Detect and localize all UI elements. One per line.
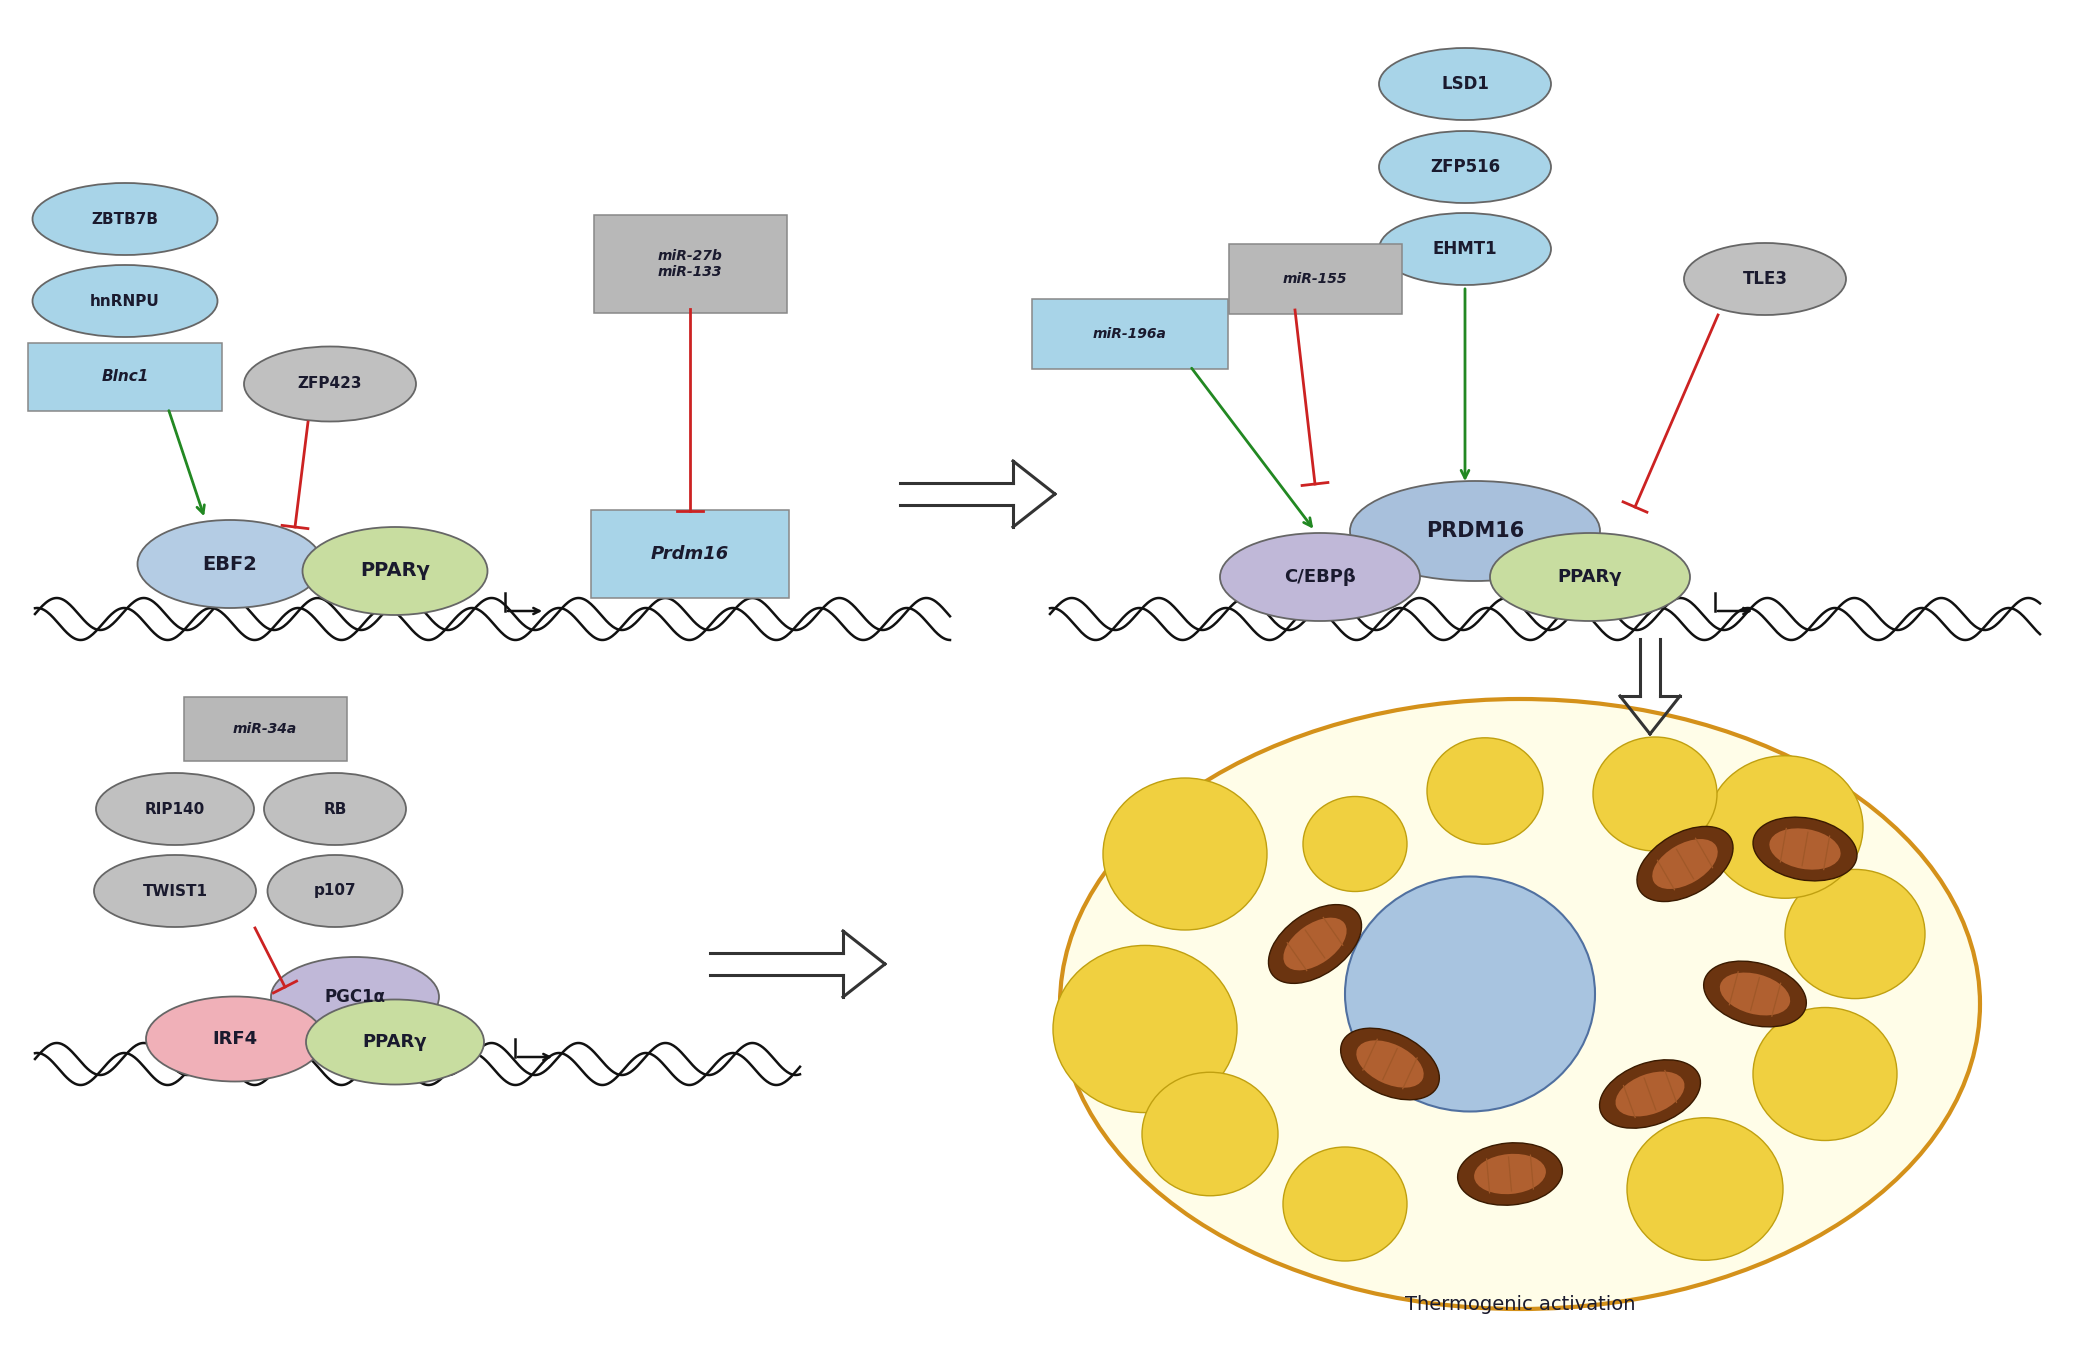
Ellipse shape [1141, 1072, 1279, 1195]
Ellipse shape [302, 527, 488, 615]
Ellipse shape [244, 347, 415, 421]
Ellipse shape [146, 997, 323, 1082]
Ellipse shape [33, 183, 217, 255]
Text: TLE3: TLE3 [1742, 270, 1788, 287]
Ellipse shape [138, 519, 323, 608]
Ellipse shape [1356, 1040, 1425, 1087]
Ellipse shape [1475, 1153, 1546, 1194]
Text: ZBTB7B: ZBTB7B [92, 212, 159, 227]
Ellipse shape [1379, 131, 1552, 202]
Text: miR-196a: miR-196a [1093, 326, 1166, 341]
Text: PPARγ: PPARγ [363, 1033, 428, 1051]
Ellipse shape [1341, 1028, 1439, 1099]
Ellipse shape [1683, 243, 1846, 316]
Text: Blnc1: Blnc1 [102, 370, 148, 384]
Ellipse shape [1652, 839, 1717, 889]
Ellipse shape [1060, 699, 1980, 1309]
Ellipse shape [1220, 533, 1421, 621]
Ellipse shape [1600, 1060, 1700, 1128]
Ellipse shape [1103, 778, 1266, 929]
Ellipse shape [1379, 213, 1552, 285]
Ellipse shape [1752, 817, 1857, 881]
Ellipse shape [1268, 905, 1362, 983]
Ellipse shape [307, 1000, 484, 1085]
FancyBboxPatch shape [184, 697, 346, 761]
Text: RIP140: RIP140 [144, 801, 204, 816]
Ellipse shape [271, 956, 438, 1037]
Ellipse shape [96, 773, 254, 844]
Ellipse shape [1283, 1147, 1406, 1261]
Ellipse shape [1769, 828, 1840, 870]
Text: ZFP516: ZFP516 [1429, 158, 1500, 175]
Ellipse shape [267, 855, 403, 927]
Ellipse shape [94, 855, 257, 927]
Ellipse shape [1615, 1071, 1685, 1117]
Ellipse shape [1350, 482, 1600, 581]
Text: PGC1α: PGC1α [325, 987, 386, 1006]
Text: PPARγ: PPARγ [1558, 568, 1623, 585]
Text: RB: RB [323, 801, 346, 816]
FancyBboxPatch shape [29, 343, 221, 411]
Text: miR-27b
miR-133: miR-27b miR-133 [657, 250, 722, 279]
FancyBboxPatch shape [595, 214, 786, 313]
Text: EBF2: EBF2 [202, 554, 257, 573]
Ellipse shape [1345, 877, 1596, 1112]
Text: PPARγ: PPARγ [361, 561, 430, 580]
Ellipse shape [1719, 973, 1790, 1016]
Ellipse shape [1706, 755, 1863, 898]
Text: miR-155: miR-155 [1283, 272, 1348, 286]
Ellipse shape [1458, 1143, 1562, 1205]
Ellipse shape [1786, 869, 1925, 998]
Ellipse shape [265, 773, 407, 844]
Ellipse shape [33, 264, 217, 337]
Text: miR-34a: miR-34a [234, 722, 296, 737]
Ellipse shape [1489, 533, 1690, 621]
Text: EHMT1: EHMT1 [1433, 240, 1498, 258]
Ellipse shape [1304, 796, 1406, 892]
Text: hnRNPU: hnRNPU [90, 294, 161, 309]
FancyBboxPatch shape [590, 510, 789, 598]
Ellipse shape [1638, 827, 1733, 901]
Ellipse shape [1752, 1008, 1896, 1140]
FancyBboxPatch shape [1033, 299, 1229, 370]
Ellipse shape [1427, 738, 1544, 844]
Text: C/EBPβ: C/EBPβ [1285, 568, 1356, 585]
Ellipse shape [1379, 49, 1552, 120]
Text: TWIST1: TWIST1 [142, 884, 207, 898]
Ellipse shape [1053, 946, 1237, 1113]
Text: IRF4: IRF4 [213, 1031, 257, 1048]
Ellipse shape [1627, 1118, 1784, 1260]
Text: Prdm16: Prdm16 [651, 545, 730, 563]
Text: Thermogenic activation: Thermogenic activation [1404, 1295, 1635, 1314]
Text: p107: p107 [313, 884, 357, 898]
Ellipse shape [1283, 917, 1348, 970]
FancyBboxPatch shape [1229, 244, 1402, 314]
Text: ZFP423: ZFP423 [298, 376, 363, 391]
Text: PRDM16: PRDM16 [1427, 521, 1525, 541]
Text: LSD1: LSD1 [1441, 76, 1489, 93]
Ellipse shape [1594, 737, 1717, 851]
Ellipse shape [1704, 960, 1806, 1027]
